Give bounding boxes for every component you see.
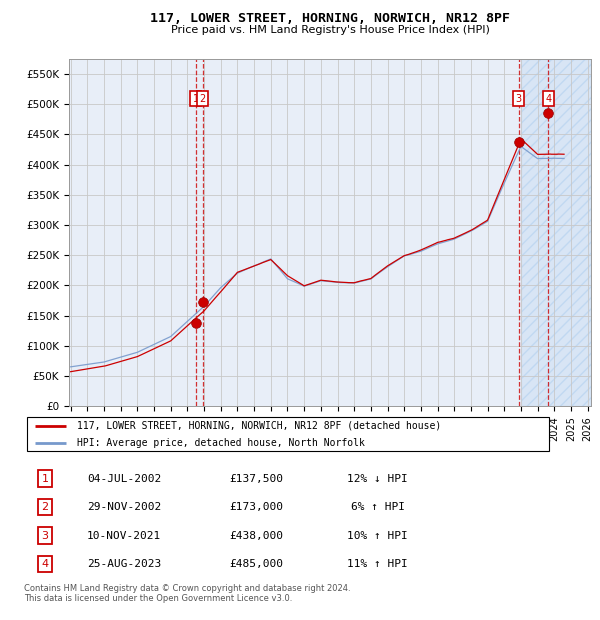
Text: 04-JUL-2002: 04-JUL-2002 bbox=[87, 474, 161, 484]
Text: 2: 2 bbox=[41, 502, 49, 512]
Text: 117, LOWER STREET, HORNING, NORWICH, NR12 8PF: 117, LOWER STREET, HORNING, NORWICH, NR1… bbox=[150, 12, 510, 25]
Bar bbox=[521, 59, 591, 406]
Bar bbox=[521, 59, 591, 406]
Text: £173,000: £173,000 bbox=[229, 502, 283, 512]
Text: Contains HM Land Registry data © Crown copyright and database right 2024.
This d: Contains HM Land Registry data © Crown c… bbox=[24, 584, 350, 603]
Text: 117, LOWER STREET, HORNING, NORWICH, NR12 8PF (detached house): 117, LOWER STREET, HORNING, NORWICH, NR1… bbox=[77, 421, 441, 431]
Text: HPI: Average price, detached house, North Norfolk: HPI: Average price, detached house, Nort… bbox=[77, 438, 365, 448]
Text: Price paid vs. HM Land Registry's House Price Index (HPI): Price paid vs. HM Land Registry's House … bbox=[170, 25, 490, 35]
Text: 2: 2 bbox=[200, 94, 206, 104]
Text: 29-NOV-2002: 29-NOV-2002 bbox=[87, 502, 161, 512]
Text: 6% ↑ HPI: 6% ↑ HPI bbox=[351, 502, 405, 512]
Text: £438,000: £438,000 bbox=[229, 531, 283, 541]
Text: 3: 3 bbox=[41, 531, 49, 541]
FancyBboxPatch shape bbox=[26, 417, 550, 451]
Text: 11% ↑ HPI: 11% ↑ HPI bbox=[347, 559, 408, 569]
Text: 1: 1 bbox=[193, 94, 199, 104]
Text: 10% ↑ HPI: 10% ↑ HPI bbox=[347, 531, 408, 541]
Text: 4: 4 bbox=[41, 559, 49, 569]
Text: 3: 3 bbox=[515, 94, 521, 104]
Text: £137,500: £137,500 bbox=[229, 474, 283, 484]
Text: 4: 4 bbox=[545, 94, 551, 104]
Text: 1: 1 bbox=[41, 474, 49, 484]
Text: £485,000: £485,000 bbox=[229, 559, 283, 569]
Text: 10-NOV-2021: 10-NOV-2021 bbox=[87, 531, 161, 541]
Text: 25-AUG-2023: 25-AUG-2023 bbox=[87, 559, 161, 569]
Text: 12% ↓ HPI: 12% ↓ HPI bbox=[347, 474, 408, 484]
